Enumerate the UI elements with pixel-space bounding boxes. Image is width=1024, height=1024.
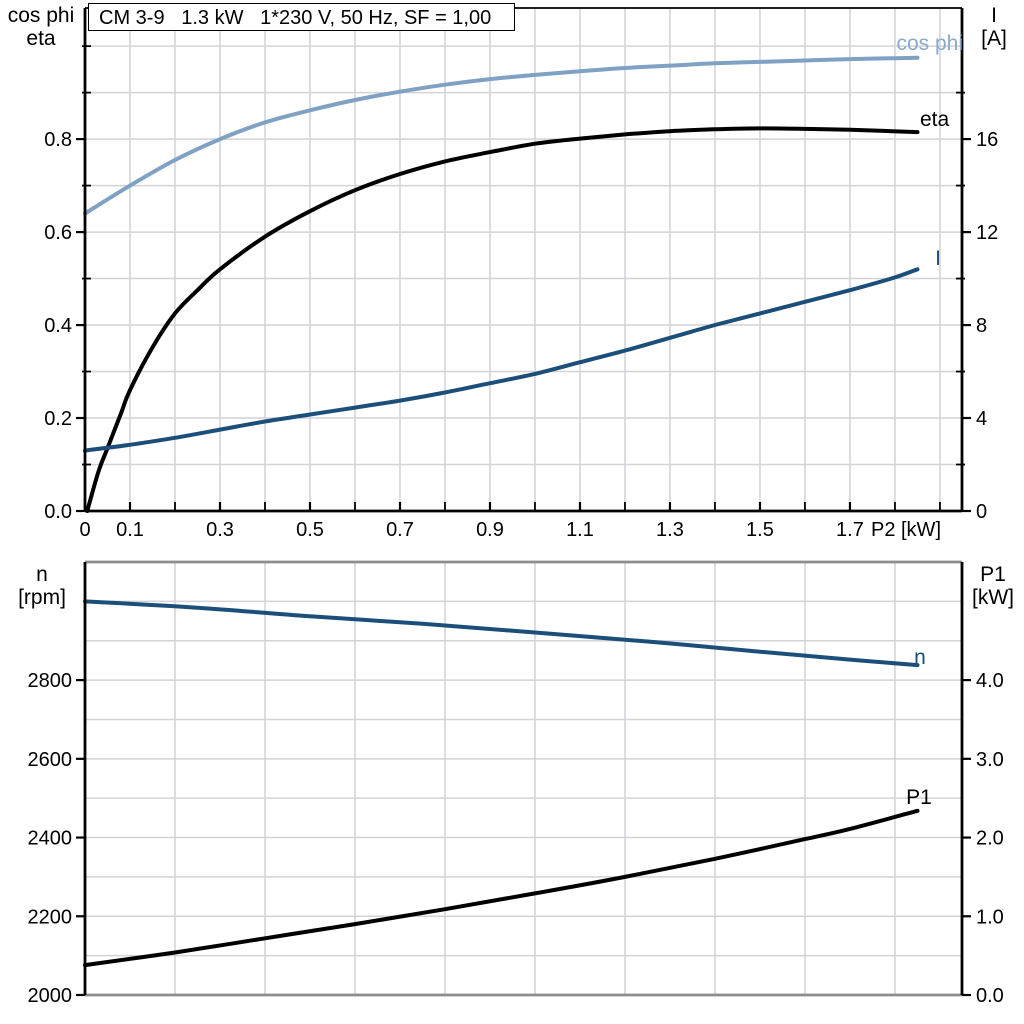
tick-label-right: 0 <box>976 501 987 523</box>
tick-label-x: 1.5 <box>746 519 774 541</box>
tick-label-x: 0.5 <box>296 519 324 541</box>
tick-label-x: 1.7 <box>836 519 864 541</box>
curve-P1 <box>83 808 920 968</box>
axis-title-speed: n <box>36 563 48 586</box>
tick-label-x: 1.1 <box>566 519 594 541</box>
curve-cos-phi <box>83 55 920 216</box>
tick-label-left: 0.2 <box>44 408 72 430</box>
tick-label-left: 2200 <box>28 906 73 928</box>
tick-label-right: 4 <box>976 408 987 430</box>
bottom-right-axis-title: P1 [kW] <box>962 563 1024 609</box>
tick-label-right: 1.0 <box>976 906 1004 928</box>
tick-label-x: 0.1 <box>116 519 144 541</box>
tick-label-left: 0.6 <box>44 222 72 244</box>
tick-label-left: 2000 <box>28 985 73 1007</box>
tick-label-right: 0.0 <box>976 985 1004 1007</box>
tick-label-left: 2600 <box>28 749 73 771</box>
tick-label-right: 8 <box>976 315 987 337</box>
tick-label-x: 0.7 <box>386 519 414 541</box>
curve-I <box>83 267 920 453</box>
axis-title-p1-unit: [kW] <box>972 586 1014 609</box>
x-axis-unit-label: P2 [kW] <box>871 519 941 541</box>
curve-label-n: n <box>914 646 926 669</box>
tick-label-x: 1.3 <box>656 519 684 541</box>
tick-label-right: 4.0 <box>976 670 1004 692</box>
axis-title-eta: eta <box>26 27 56 50</box>
curve-eta <box>85 126 920 513</box>
tick-label-left: 2400 <box>28 828 73 850</box>
tick-label-right: 2.0 <box>976 828 1004 850</box>
curve-label-cos-phi: cos phi <box>896 32 963 55</box>
curve-label-eta: eta <box>920 108 950 131</box>
tick-label-left: 0.0 <box>44 501 72 523</box>
curve-label-I: I <box>935 247 941 270</box>
tick-label-left: 0.4 <box>44 315 72 337</box>
curve-n <box>83 599 920 668</box>
tick-label-left: 2800 <box>28 670 73 692</box>
tick-label-right: 3.0 <box>976 749 1004 771</box>
axis-title-p1: P1 <box>980 563 1006 586</box>
axis-title-speed-unit: [rpm] <box>18 586 66 609</box>
axis-title-current: I <box>991 4 997 27</box>
tick-label-right: 16 <box>976 129 998 151</box>
tick-label-right: 12 <box>976 222 998 244</box>
tick-label-x: 0 <box>79 519 90 541</box>
axis-title-current-unit: [A] <box>981 27 1007 50</box>
curve-label-P1: P1 <box>906 786 932 809</box>
bottom-left-axis-title: n [rpm] <box>0 563 84 609</box>
top-right-axis-title: I [A] <box>966 4 1022 50</box>
tick-label-x: 0.3 <box>206 519 234 541</box>
axis-title-cos-phi: cos phi <box>7 4 75 27</box>
chart-title: CM 3-9 1.3 kW 1*230 V, 50 Hz, SF = 1,00 <box>99 7 492 29</box>
chart-title-box: CM 3-9 1.3 kW 1*230 V, 50 Hz, SF = 1,00 <box>88 3 515 31</box>
tick-label-x: 0.9 <box>476 519 504 541</box>
top-left-axis-title: cos phi eta <box>0 4 82 50</box>
tick-label-left: 0.8 <box>44 129 72 151</box>
